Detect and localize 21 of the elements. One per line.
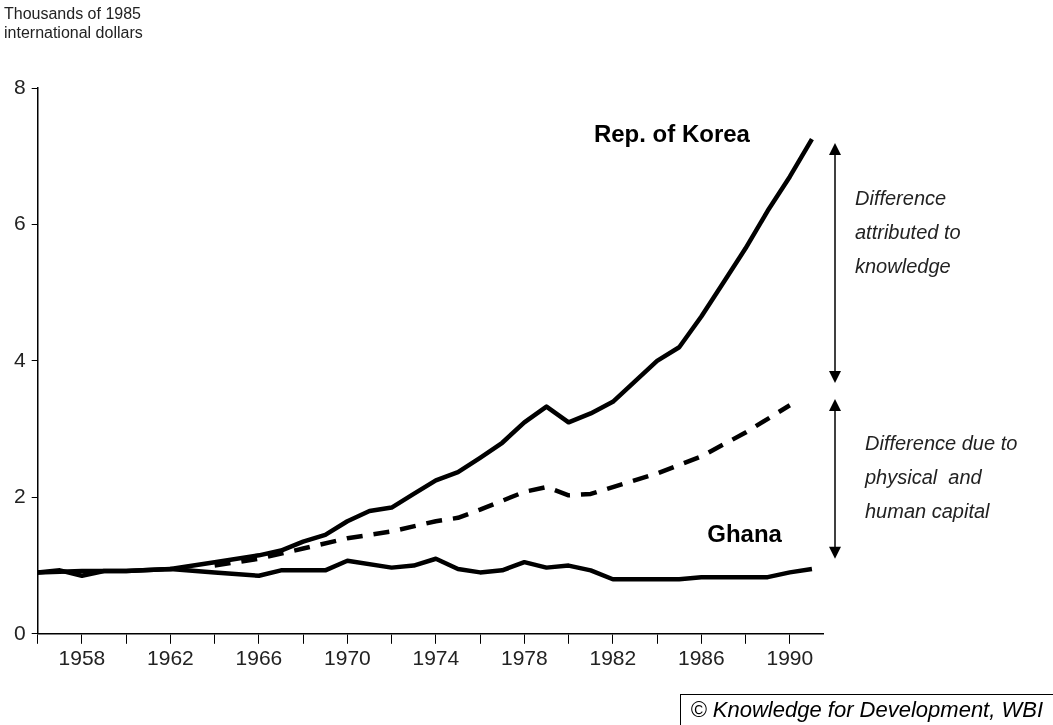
y-axis-title: Thousands of 1985 international dollars [4,4,144,42]
series-label: Ghana [707,519,783,547]
text: © Knowledge for Development, WBI [679,694,1053,725]
x-tick-label: 1970 [324,646,371,670]
x-tick-label: 1966 [235,646,283,670]
text: Difference attributed to knowledge [855,186,961,280]
text: Difference due to physical and human capital [865,431,1018,525]
text: Rep. of Korea [593,119,751,147]
x-tick-label: 1958 [58,646,106,670]
x-tick-label: 1962 [147,646,194,670]
y-tick-label: 0 [13,620,26,644]
y-tick-label: 8 [13,74,26,98]
x-tick-label: 1982 [589,646,637,670]
x-tick-label: 1986 [677,646,725,670]
y-tick-label: 6 [13,211,26,235]
line-series [212,403,793,568]
y-tick-label: 4 [13,347,26,371]
x-tick-label: 1978 [501,646,548,670]
x-tick-label: 1974 [412,646,460,670]
x-tick-label: 1990 [766,646,814,670]
y-tick-label: 2 [13,484,26,508]
